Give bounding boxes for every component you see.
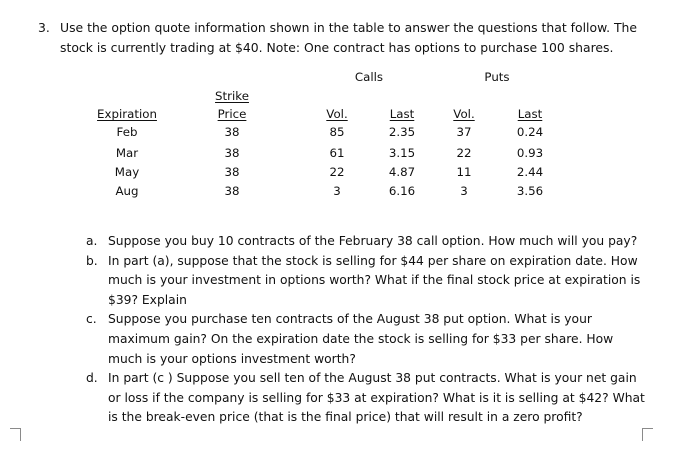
subquestion-text: Suppose you purchase ten contracts of th… — [108, 312, 614, 366]
question-text: Use the option quote information shown i… — [60, 20, 637, 55]
subquestion-letter: b. — [86, 253, 98, 268]
subquestion-text: Suppose you buy 10 contracts of the Febr… — [108, 234, 638, 248]
question-number: 3. — [38, 20, 50, 35]
table-cell-strike: 38 — [224, 146, 240, 160]
subquestion-letter: d. — [86, 371, 98, 386]
subquestion-b: b. In part (a), suppose that the stock i… — [86, 252, 646, 311]
subquestion-list: a. Suppose you buy 10 contracts of the F… — [86, 232, 646, 428]
table-cell-call-last: 3.15 — [388, 146, 416, 160]
table-cell-call-last: 6.16 — [388, 184, 416, 198]
header-put-last: Last — [517, 107, 543, 121]
table-cell-put-vol: 22 — [456, 146, 472, 160]
table-cell-strike: 38 — [224, 165, 240, 179]
header-strike-line2: Price — [217, 107, 247, 121]
subquestion-text: In part (c ) Suppose you sell ten of the… — [108, 371, 645, 425]
table-cell-put-last: 2.44 — [516, 165, 544, 179]
subquestion-d: d. In part (c ) Suppose you sell ten of … — [86, 369, 646, 428]
header-put-vol: Vol. — [453, 107, 475, 121]
table-cell-expiration: Feb — [116, 125, 138, 139]
table-cell-call-vol: 85 — [329, 125, 345, 139]
table-cell-expiration: May — [114, 165, 140, 179]
table-cell-strike: 38 — [224, 125, 240, 139]
table-cell-put-last: 0.24 — [516, 125, 544, 139]
page-corner-mark-left — [10, 428, 21, 441]
table-cell-call-vol: 22 — [329, 165, 345, 179]
header-call-last: Last — [389, 107, 415, 121]
table-cell-expiration: Aug — [115, 184, 139, 198]
table-cell-put-vol: 37 — [456, 125, 472, 139]
table-cell-put-last: 0.93 — [516, 146, 544, 160]
table-cell-put-vol: 3 — [460, 184, 468, 198]
table-cell-put-vol: 11 — [456, 165, 472, 179]
table-cell-expiration: Mar — [115, 146, 139, 160]
subquestion-letter: c. — [86, 312, 97, 327]
header-expiration: Expiration — [97, 107, 157, 121]
table-cell-call-vol: 3 — [333, 184, 341, 198]
header-strike-line1: Strike — [215, 89, 249, 103]
subquestion-text: In part (a), suppose that the stock is s… — [108, 253, 641, 307]
table-cell-strike: 38 — [224, 184, 240, 198]
table-cell-call-last: 2.35 — [388, 125, 416, 139]
table-cell-call-last: 4.87 — [388, 165, 416, 179]
subquestion-letter: a. — [86, 234, 98, 248]
subquestion-c: c. Suppose you purchase ten contracts of… — [86, 310, 646, 369]
calls-group-header: Calls — [354, 70, 384, 84]
question-intro: 3. Use the option quote information show… — [38, 18, 638, 58]
puts-group-header: Puts — [484, 70, 510, 84]
page-corner-mark-right — [642, 428, 653, 441]
header-call-vol: Vol. — [326, 107, 348, 121]
table-cell-put-last: 3.56 — [516, 184, 544, 198]
subquestion-a: a. Suppose you buy 10 contracts of the F… — [86, 232, 646, 252]
table-cell-call-vol: 61 — [329, 146, 345, 160]
